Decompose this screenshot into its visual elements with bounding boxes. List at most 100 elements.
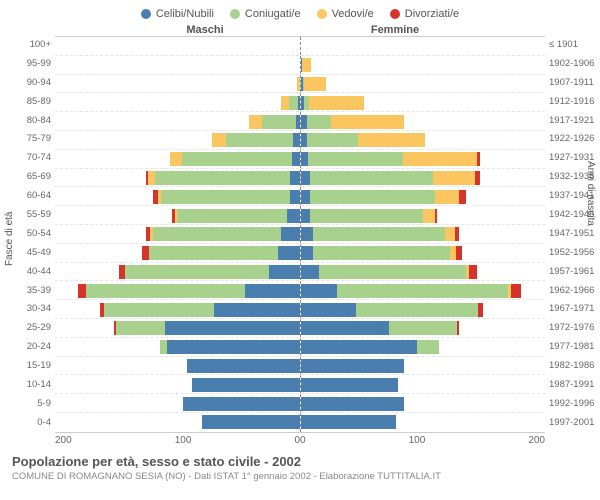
- bar-male: [55, 169, 301, 187]
- segment-divorziati: [455, 227, 460, 241]
- legend-item: Celibi/Nubili: [141, 8, 214, 20]
- segment-coniugati: [310, 171, 432, 185]
- segment-coniugati: [289, 96, 299, 110]
- age-tick: 70-74: [0, 149, 51, 168]
- age-tick: 0-4: [0, 414, 51, 433]
- age-tick: 60-64: [0, 187, 51, 206]
- birth-tick: 1922-1926: [549, 130, 600, 149]
- segment-coniugati: [356, 303, 478, 317]
- chart-subtitle: COMUNE DI ROMAGNANO SESIA (NO) - Dati IS…: [12, 471, 588, 482]
- age-axis: 100+95-9990-9485-8980-8475-7970-7465-696…: [0, 36, 55, 433]
- x-tick: 100: [409, 435, 426, 446]
- age-tick: 55-59: [0, 206, 51, 225]
- legend-swatch: [230, 9, 240, 19]
- bar-female: [301, 56, 546, 74]
- bar-male: [55, 319, 301, 337]
- segment-celibi: [301, 321, 389, 335]
- pyramid-row: [55, 93, 545, 112]
- birth-tick: 1947-1951: [549, 225, 600, 244]
- bar-male: [55, 281, 301, 299]
- segment-divorziati: [78, 284, 85, 298]
- pyramid-row: [55, 56, 545, 75]
- bar-female: [301, 319, 546, 337]
- pyramid-row: [55, 394, 545, 413]
- birth-tick: 1952-1956: [549, 244, 600, 263]
- birth-tick: 1917-1921: [549, 112, 600, 131]
- age-tick: 85-89: [0, 93, 51, 112]
- segment-celibi: [301, 171, 311, 185]
- pyramid-row: [55, 131, 545, 150]
- segment-coniugati: [116, 321, 165, 335]
- chart-title: Popolazione per età, sesso e stato civil…: [12, 454, 588, 469]
- birth-tick: 1937-1941: [549, 187, 600, 206]
- age-tick: 95-99: [0, 55, 51, 74]
- segment-coniugati: [310, 190, 435, 204]
- segment-vedovi: [445, 227, 455, 241]
- segment-celibi: [278, 246, 300, 260]
- legend: Celibi/NubiliConiugati/eVedovi/eDivorzia…: [0, 0, 600, 24]
- segment-celibi: [301, 190, 311, 204]
- segment-coniugati: [161, 190, 289, 204]
- segment-vedovi: [423, 209, 435, 223]
- segment-coniugati: [310, 209, 422, 223]
- segment-celibi: [214, 303, 300, 317]
- segment-vedovi: [435, 190, 459, 204]
- bar-male: [55, 375, 301, 393]
- bar-male: [55, 131, 301, 149]
- age-tick: 50-54: [0, 225, 51, 244]
- bar-male: [55, 37, 301, 55]
- segment-celibi: [301, 246, 313, 260]
- bar-male: [55, 75, 301, 93]
- segment-celibi: [301, 209, 311, 223]
- segment-celibi: [245, 284, 300, 298]
- segment-vedovi: [309, 96, 364, 110]
- plot-area: [55, 36, 545, 433]
- pyramid-row: [55, 357, 545, 376]
- legend-label: Divorziati/e: [405, 8, 459, 20]
- chart-footer: Popolazione per età, sesso e stato civil…: [0, 446, 600, 482]
- segment-celibi: [167, 340, 299, 354]
- segment-coniugati: [104, 303, 214, 317]
- x-tick: 100: [175, 435, 192, 446]
- bar-male: [55, 112, 301, 130]
- pyramid-row: [55, 206, 545, 225]
- age-tick: 25-29: [0, 319, 51, 338]
- age-tick: 75-79: [0, 130, 51, 149]
- segment-divorziati: [142, 246, 149, 260]
- age-tick: 65-69: [0, 168, 51, 187]
- pyramid-row: [55, 375, 545, 394]
- gender-headers: Maschi Femmine: [0, 24, 600, 36]
- segment-celibi: [301, 340, 417, 354]
- segment-coniugati: [160, 340, 167, 354]
- birth-tick: 1912-1916: [549, 93, 600, 112]
- pyramid-row: [55, 244, 545, 263]
- bar-male: [55, 394, 301, 412]
- birth-tick: 1992-1996: [549, 395, 600, 414]
- birth-tick: 1967-1971: [549, 300, 600, 319]
- segment-coniugati: [153, 227, 281, 241]
- segment-coniugati: [226, 133, 293, 147]
- birth-tick: 1957-1961: [549, 263, 600, 282]
- bar-female: [301, 375, 546, 393]
- bar-female: [301, 93, 546, 111]
- bar-male: [55, 413, 301, 432]
- birth-tick: 1972-1976: [549, 319, 600, 338]
- legend-item: Divorziati/e: [390, 8, 459, 20]
- segment-vedovi: [358, 133, 425, 147]
- bar-female: [301, 394, 546, 412]
- legend-swatch: [141, 9, 151, 19]
- legend-label: Celibi/Nubili: [156, 8, 214, 20]
- segment-coniugati: [307, 115, 331, 129]
- birth-tick: 1977-1981: [549, 338, 600, 357]
- bar-female: [301, 244, 546, 262]
- pyramid-row: [55, 413, 545, 432]
- legend-item: Coniugati/e: [230, 8, 301, 20]
- segment-coniugati: [337, 284, 508, 298]
- age-tick: 30-34: [0, 300, 51, 319]
- segment-celibi: [301, 397, 405, 411]
- x-tick: 200: [528, 435, 545, 446]
- segment-vedovi: [304, 77, 326, 91]
- segment-celibi: [281, 227, 299, 241]
- bar-male: [55, 93, 301, 111]
- birth-tick: 1927-1931: [549, 149, 600, 168]
